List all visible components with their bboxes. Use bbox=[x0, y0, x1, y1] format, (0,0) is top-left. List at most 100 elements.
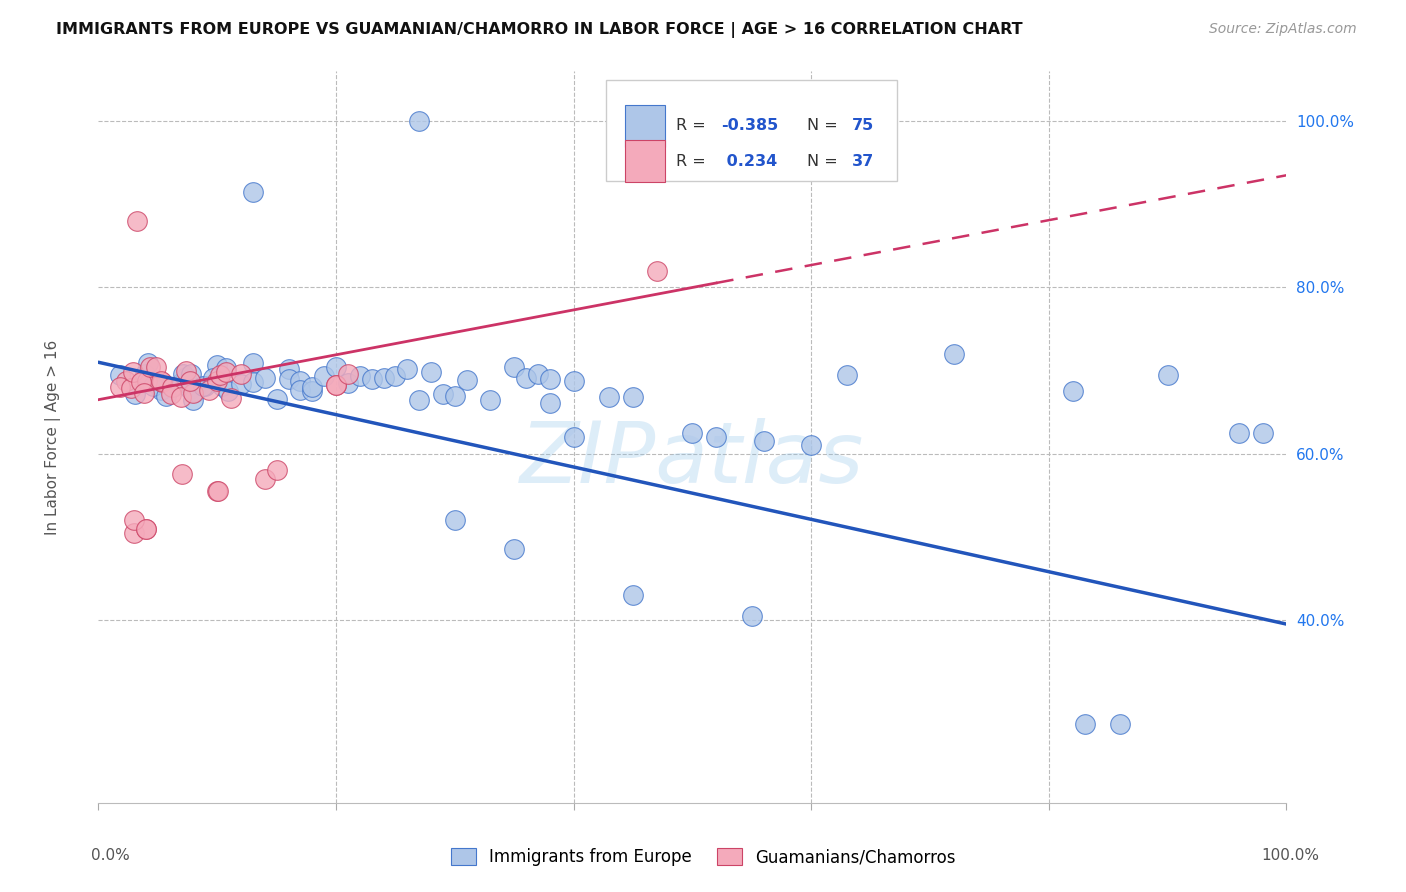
Point bbox=[253, 472, 276, 486]
Point bbox=[314, 368, 336, 383]
Point bbox=[150, 376, 173, 390]
Point bbox=[124, 387, 146, 401]
Point bbox=[1109, 716, 1132, 731]
Point bbox=[349, 369, 371, 384]
Point bbox=[108, 368, 131, 382]
Point bbox=[181, 392, 204, 407]
Point bbox=[136, 356, 159, 370]
Point bbox=[621, 588, 644, 602]
Point bbox=[503, 359, 526, 374]
Point bbox=[325, 378, 347, 392]
Point bbox=[562, 374, 585, 388]
Point bbox=[207, 484, 229, 499]
Point bbox=[122, 525, 145, 540]
Point bbox=[527, 367, 550, 381]
Point bbox=[120, 381, 142, 395]
Point bbox=[122, 513, 145, 527]
Point bbox=[681, 425, 703, 440]
Point bbox=[170, 467, 193, 482]
Point bbox=[134, 367, 156, 381]
Text: Source: ZipAtlas.com: Source: ZipAtlas.com bbox=[1209, 22, 1357, 37]
Point bbox=[266, 463, 288, 477]
Point bbox=[110, 380, 132, 394]
Point bbox=[181, 385, 204, 400]
Point bbox=[180, 367, 202, 381]
Point bbox=[325, 378, 347, 392]
Point bbox=[215, 365, 238, 379]
Point bbox=[162, 380, 184, 394]
Point bbox=[301, 379, 323, 393]
Point bbox=[420, 365, 443, 379]
Point bbox=[479, 392, 502, 407]
Text: R =: R = bbox=[676, 119, 706, 134]
Point bbox=[149, 374, 172, 388]
Point bbox=[211, 379, 233, 393]
Point bbox=[160, 379, 183, 393]
Point bbox=[229, 367, 252, 381]
Point bbox=[621, 391, 644, 405]
Text: In Labor Force | Age > 16: In Labor Force | Age > 16 bbox=[45, 340, 62, 534]
Text: ZIPatlas: ZIPatlas bbox=[520, 417, 865, 500]
Point bbox=[277, 372, 299, 386]
Point bbox=[1062, 384, 1084, 398]
Point bbox=[503, 542, 526, 557]
Point bbox=[129, 376, 152, 390]
Point bbox=[172, 367, 194, 381]
Text: R =: R = bbox=[676, 153, 706, 169]
Point bbox=[145, 376, 167, 391]
Text: N =: N = bbox=[807, 153, 837, 169]
Point bbox=[201, 371, 224, 385]
Point bbox=[219, 391, 242, 405]
Text: 0.0%: 0.0% bbox=[91, 848, 131, 863]
Point bbox=[242, 185, 264, 199]
Point bbox=[336, 368, 359, 382]
Point bbox=[155, 389, 177, 403]
Point bbox=[373, 371, 395, 385]
Point bbox=[444, 389, 467, 403]
Text: -0.385: -0.385 bbox=[721, 119, 778, 134]
Point bbox=[139, 359, 162, 374]
Point bbox=[205, 374, 228, 388]
Point bbox=[242, 376, 264, 390]
Point bbox=[217, 384, 239, 398]
Text: 37: 37 bbox=[852, 153, 875, 169]
Point bbox=[170, 390, 193, 404]
Point bbox=[396, 361, 419, 376]
Point bbox=[242, 356, 264, 370]
Point bbox=[159, 387, 181, 401]
Point bbox=[277, 362, 299, 376]
Point bbox=[191, 379, 214, 393]
Point bbox=[174, 364, 197, 378]
FancyBboxPatch shape bbox=[624, 105, 665, 147]
Point bbox=[215, 360, 238, 375]
Point bbox=[336, 376, 359, 390]
Legend: Immigrants from Europe, Guamanians/Chamorros: Immigrants from Europe, Guamanians/Chamo… bbox=[444, 841, 962, 873]
Point bbox=[752, 434, 775, 449]
Point bbox=[198, 383, 221, 397]
Point bbox=[135, 374, 157, 388]
Point bbox=[444, 513, 467, 527]
Point bbox=[114, 374, 136, 388]
Point bbox=[207, 484, 229, 499]
Point bbox=[645, 264, 668, 278]
Point bbox=[704, 430, 727, 444]
Point bbox=[598, 390, 620, 404]
Point bbox=[135, 521, 157, 535]
Point bbox=[800, 438, 823, 452]
Point bbox=[1227, 425, 1250, 440]
Point bbox=[538, 372, 561, 386]
Point bbox=[170, 375, 193, 389]
Point bbox=[174, 370, 197, 384]
Point bbox=[132, 385, 155, 400]
Point bbox=[184, 384, 207, 399]
Point bbox=[290, 374, 312, 388]
Point bbox=[253, 371, 276, 385]
Point bbox=[408, 114, 430, 128]
Point bbox=[1156, 368, 1178, 382]
Point bbox=[266, 392, 288, 406]
Point bbox=[121, 365, 143, 379]
Point bbox=[179, 375, 201, 389]
Point bbox=[142, 378, 165, 392]
Point bbox=[290, 383, 312, 397]
Point bbox=[384, 368, 406, 383]
